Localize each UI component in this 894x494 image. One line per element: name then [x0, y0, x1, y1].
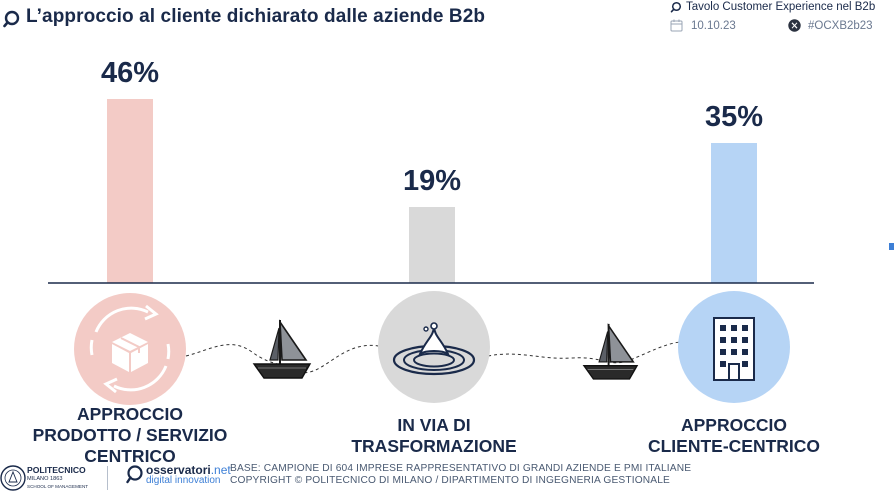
osservatori-sub: digital innovation: [146, 475, 221, 486]
category-label-cliente: APPROCCIO CLIENTE-CENTRICO: [604, 415, 864, 457]
footer-notes: BASE: CAMPIONE DI 604 IMPRESE RAPPRESENT…: [230, 463, 691, 486]
value-label-trasformazione: 19%: [402, 165, 462, 197]
value-label-cliente: 35%: [704, 101, 764, 133]
category-label-trasformazione: IN VIA DI TRASFORMAZIONE: [304, 415, 564, 457]
edge-marker: [889, 243, 894, 250]
category-label-line: CLIENTE-CENTRICO: [647, 436, 821, 456]
polimi-sub: MILANO 1863: [27, 476, 63, 482]
package-cycle-icon: [74, 293, 186, 405]
hashtag-row: #OCXB2b23: [788, 19, 873, 32]
building-icon: [678, 291, 790, 403]
sailboat-icon: [252, 319, 312, 379]
polimi-logo-icon: [0, 465, 26, 491]
category-label-line: CENTRICO: [84, 446, 176, 466]
event-hashtag: #OCXB2b23: [808, 19, 873, 32]
search-icon: [670, 1, 682, 13]
page-title: L’approccio al cliente dichiarato dalle …: [26, 6, 486, 27]
category-label-line: PRODOTTO / SERVIZIO: [32, 425, 228, 445]
calendar-icon: [670, 19, 683, 32]
date-row: 10.10.23: [670, 19, 736, 32]
polimi-sub2: SCHOOL OF MANAGEMENT: [27, 484, 89, 489]
water-drop-icon: [378, 291, 490, 403]
event-date: 10.10.23: [691, 19, 736, 32]
osservatori-name: osservatori.net: [146, 463, 231, 477]
bar-chart: [48, 99, 814, 405]
category-label-line: TRASFORMAZIONE: [351, 436, 517, 456]
tavolo-label: Tavolo Customer Experience nel B2b: [686, 1, 876, 13]
category-label-line: APPROCCIO: [681, 415, 787, 435]
osservatori-brand: osservatori: [146, 463, 211, 477]
bar-cliente: [711, 143, 757, 283]
category-label-line: APPROCCIO: [77, 404, 183, 424]
footer-base: BASE: CAMPIONE DI 604 IMPRESE RAPPRESENT…: [230, 463, 692, 474]
value-label-prodotto: 46%: [100, 57, 160, 89]
event-info: Tavolo Customer Experience nel B2b 10.10…: [670, 0, 894, 40]
footer-divider: [107, 466, 108, 490]
osservatori-logo-icon: [126, 465, 143, 484]
footer-copyright: COPYRIGHT © POLITECNICO DI MILANO / DIPA…: [230, 474, 670, 486]
bar-trasformazione: [409, 207, 455, 283]
search-icon: [3, 10, 20, 28]
sailboat-icon: [582, 323, 639, 380]
x-logo-icon: [788, 19, 801, 32]
osservatori-net: .net: [210, 463, 231, 477]
path-line-2: [487, 341, 681, 364]
category-label-line: IN VIA DI: [397, 415, 471, 435]
polimi-name: POLITECNICO: [27, 465, 86, 475]
category-label-prodotto: APPROCCIO PRODOTTO / SERVIZIO CENTRICO: [0, 404, 260, 467]
tavolo-row: Tavolo Customer Experience nel B2b: [670, 1, 875, 13]
bar-prodotto: [107, 99, 153, 283]
